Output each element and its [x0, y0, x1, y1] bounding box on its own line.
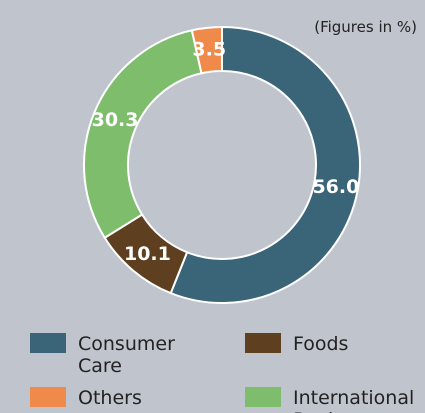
data-label: 30.3 — [92, 109, 139, 131]
legend-item: Others — [30, 387, 245, 413]
legend-item: Consumer Care — [30, 333, 245, 377]
legend-swatch — [30, 387, 66, 407]
data-label: 10.1 — [124, 243, 171, 265]
legend-label: Consumer Care — [78, 333, 175, 377]
legend-label: Foods — [293, 333, 349, 355]
subtitle: (Figures in %) — [314, 18, 417, 36]
legend-item: Foods — [245, 333, 425, 377]
data-label: 3.5 — [192, 39, 226, 61]
legend: Consumer Care Foods International Business… — [30, 333, 425, 413]
legend-swatch — [245, 333, 281, 353]
legend-swatch — [245, 387, 281, 407]
legend-item: International Business — [245, 387, 425, 413]
legend-label: Others — [78, 387, 142, 409]
legend-label: International Business — [293, 387, 415, 413]
slice — [83, 29, 203, 240]
legend-swatch — [30, 333, 66, 353]
slice — [169, 25, 361, 304]
data-label: 56.0 — [312, 176, 359, 198]
slice — [190, 25, 223, 75]
